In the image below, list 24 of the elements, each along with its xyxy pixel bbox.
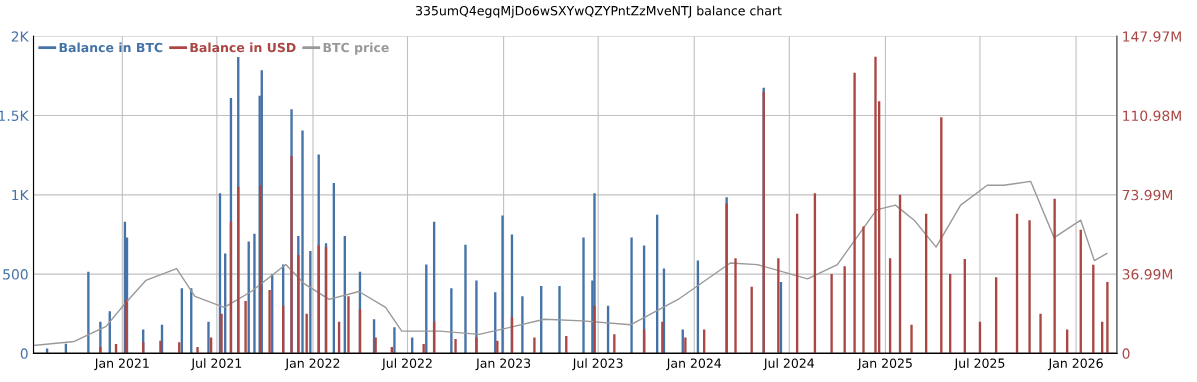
y2-tick-label: 147.97M — [1123, 31, 1181, 42]
x-tick-label: Jan 2025 — [857, 358, 912, 371]
x-tick-label: Jul 2022 — [381, 358, 432, 371]
x-tick-label: Jul 2023 — [572, 358, 623, 371]
y2-tick-label: 36.99M — [1122, 269, 1173, 280]
x-tick-label: Jan 2021 — [94, 358, 149, 371]
x-tick-label: Jan 2024 — [666, 358, 722, 371]
legend-label: Balance in BTC — [59, 42, 163, 53]
y-tick-label: 1K — [12, 189, 29, 201]
y2-tick-label: 110.98M — [1123, 110, 1181, 122]
x-tick-label: Jan 2022 — [284, 358, 340, 371]
x-tick-label: Jul 2025 — [953, 358, 1005, 371]
y-tick-label: 0 — [20, 348, 28, 359]
legend-label: Balance in USD — [190, 42, 296, 53]
x-tick-label: Jan 2026 — [1047, 358, 1103, 371]
x-tick-label: Jan 2023 — [475, 358, 531, 371]
y2-tick-label: 0 — [1122, 348, 1130, 359]
legend-label: BTC price — [323, 42, 389, 55]
y2-tick-label: 73.99M — [1122, 189, 1173, 201]
chart-title: 335umQ4egqMjDo6wSXYwQZYPntZzMveNTJ balance chart — [416, 5, 782, 18]
y-tick-label: 2K — [11, 31, 29, 42]
y-tick-label: 500 — [3, 269, 28, 280]
x-tick-label: Jul 2021 — [190, 358, 242, 371]
x-tick-label: Jul 2024 — [763, 358, 815, 371]
